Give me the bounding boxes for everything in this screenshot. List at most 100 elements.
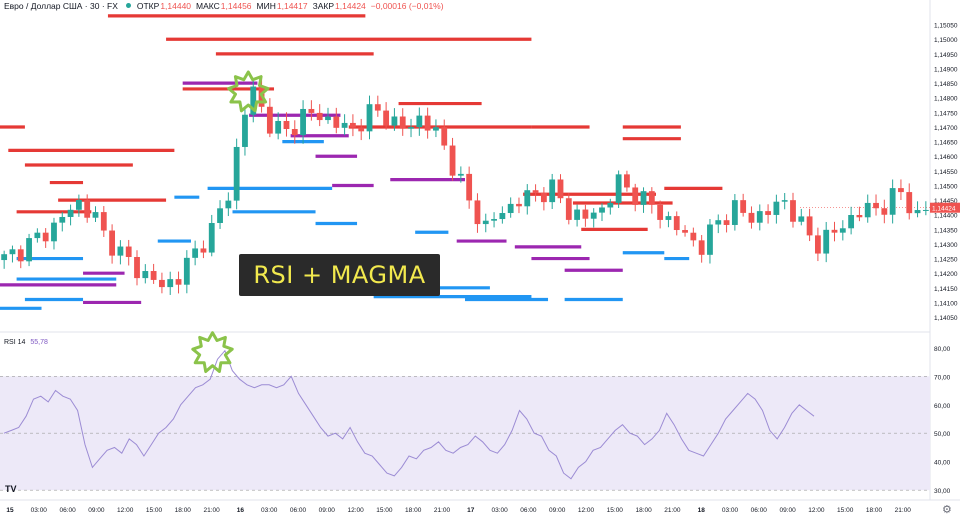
rsi-line — [3, 349, 815, 480]
candle-body — [574, 209, 581, 220]
price-tick-label: 1,14600 — [934, 154, 958, 161]
candle-body — [873, 202, 879, 209]
candle-body — [648, 191, 655, 205]
time-tick-label: 15:00 — [837, 507, 854, 514]
price-tick-label: 1,14800 — [934, 96, 958, 103]
candle-body — [449, 145, 456, 176]
candle-body — [524, 190, 531, 207]
time-tick-label: 21:00 — [434, 507, 451, 514]
price-tick-label: 1,14250 — [934, 257, 958, 264]
price-tick-label: 1,15000 — [934, 37, 958, 44]
candle-body — [308, 108, 315, 113]
market-status-dot — [125, 3, 131, 9]
candle-body — [250, 86, 257, 115]
candle-body — [889, 188, 896, 215]
time-tick-label: 12:00 — [578, 507, 595, 514]
candle-body — [117, 246, 124, 256]
candle-body — [316, 112, 323, 121]
candle-body — [399, 116, 406, 129]
candle-body — [748, 212, 755, 223]
time-tick-label: 12:00 — [347, 507, 364, 514]
candle-body — [491, 219, 497, 221]
rsi-band-layer — [0, 376, 930, 491]
candle-body — [233, 146, 240, 201]
time-tick-label: 15 — [6, 507, 14, 514]
symbol-title[interactable]: Евро / Доллар США · 30 · FX — [4, 1, 118, 11]
low-value: 1,14417 — [276, 1, 308, 11]
price-tick-label: 1,14500 — [934, 183, 958, 190]
candle-body — [814, 235, 821, 254]
open-label: ОТКР — [136, 1, 160, 11]
candle-body — [856, 215, 863, 218]
time-tick-label: 06:00 — [751, 507, 768, 514]
price-tick-label: 1,14850 — [934, 81, 958, 88]
candle-body — [383, 110, 390, 126]
candle-body — [266, 106, 273, 134]
rsi-legend[interactable]: RSI 14 55,78 — [4, 339, 48, 346]
candle-body — [159, 279, 165, 288]
candle-body — [134, 256, 140, 279]
candle-body — [516, 203, 522, 207]
candle-body — [557, 179, 564, 199]
candle-body — [291, 129, 298, 136]
candle-body — [242, 114, 248, 147]
candle-body — [374, 104, 381, 111]
price-tick-label: 1,14100 — [934, 300, 958, 307]
open-value: 1,14440 — [160, 1, 192, 11]
candle-body — [864, 202, 871, 218]
price-tick-label: 1,14750 — [934, 110, 958, 117]
settings-gear-icon[interactable]: ⚙ — [942, 504, 952, 516]
candle-body — [740, 200, 747, 213]
candle-body — [26, 238, 32, 262]
price-tick-label: 1,14050 — [934, 315, 958, 322]
candle-body — [408, 127, 414, 129]
candle-body — [349, 122, 356, 128]
price-tick-label: 1,14450 — [934, 198, 958, 205]
time-tick-label: 16 — [237, 507, 245, 514]
candle-body — [150, 271, 157, 280]
rsi-name: RSI — [4, 339, 16, 346]
time-tick-label: 15:00 — [376, 507, 393, 514]
price-change: −0,00016 (−0,01%) — [370, 1, 444, 11]
time-tick-label: 21:00 — [664, 507, 681, 514]
candle-body — [208, 222, 215, 253]
time-tick-label: 18:00 — [175, 507, 192, 514]
time-tick-label: 12:00 — [808, 507, 825, 514]
candle-body — [607, 202, 614, 208]
candle-body — [590, 212, 597, 219]
candle-body — [657, 204, 664, 220]
candle-body — [715, 220, 722, 225]
rsi-tick-label: 70,00 — [934, 374, 951, 381]
candle-body — [756, 211, 763, 223]
time-tick-label: 09:00 — [319, 507, 336, 514]
candle-body — [466, 173, 473, 201]
candle-body — [341, 122, 348, 128]
candle-body — [906, 192, 913, 214]
candle-body — [914, 210, 921, 214]
candle-body — [499, 213, 506, 220]
candle-body — [482, 220, 489, 225]
rsi-line-layer — [3, 349, 815, 480]
candle-body — [217, 208, 223, 223]
time-tick-label: 03:00 — [31, 507, 48, 514]
candle-body — [707, 224, 713, 255]
candle-body — [632, 187, 639, 205]
close-label: ЗАКР — [312, 1, 335, 11]
title-banner: RSI + MAGMA — [239, 254, 440, 296]
rsi-tick-label: 50,00 — [934, 431, 951, 438]
candle-body — [92, 212, 99, 218]
candle-body — [640, 191, 647, 205]
rsi-length: 14 — [17, 339, 26, 346]
time-tick-label: 21:00 — [895, 507, 912, 514]
time-tick-label: 12:00 — [117, 507, 134, 514]
candle-body — [333, 116, 340, 128]
price-tick-label: 1,14200 — [934, 271, 958, 278]
symbol-header: Евро / Доллар США · 30 · FX ОТКР1,14440 МА… — [4, 0, 449, 12]
tradingview-logo-icon[interactable]: TV — [5, 484, 17, 494]
candle-body — [366, 104, 373, 132]
time-tick-label: 09:00 — [549, 507, 566, 514]
candle-body — [100, 212, 107, 231]
candle-body — [9, 249, 16, 255]
time-tick-label: 06:00 — [520, 507, 537, 514]
